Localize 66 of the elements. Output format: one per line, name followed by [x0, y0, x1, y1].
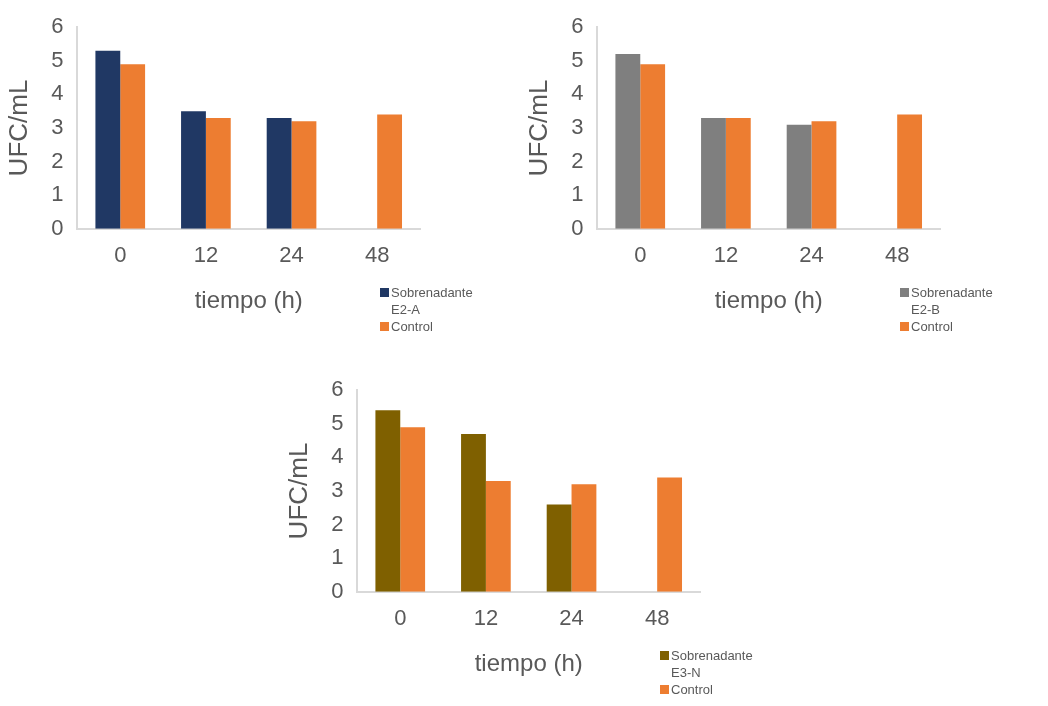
- y-axis-title: UFC/mL: [522, 79, 553, 177]
- legend-label: Sobrenadante E2-B: [911, 284, 994, 318]
- x-tick-label: 48: [644, 605, 670, 631]
- y-tick-label: 4: [331, 443, 344, 469]
- bar: [640, 64, 666, 229]
- bar: [657, 477, 683, 592]
- bar: [615, 54, 641, 229]
- bar: [375, 410, 401, 592]
- y-tick-label: 1: [571, 181, 584, 207]
- bar: [571, 484, 597, 592]
- y-tick-label: 3: [571, 114, 584, 140]
- y-axis-title: UFC/mL: [282, 442, 313, 540]
- y-tick-label: 0: [571, 214, 584, 240]
- bar: [95, 50, 121, 229]
- bar: [266, 117, 292, 229]
- y-tick-label: 5: [331, 409, 344, 435]
- bar: [701, 117, 726, 229]
- legend-label: Control: [911, 318, 954, 335]
- bar: [205, 117, 231, 229]
- bar: [725, 117, 751, 229]
- x-tick-label: 0: [394, 605, 407, 631]
- x-tick-label: 24: [799, 242, 824, 268]
- y-tick-label: 5: [51, 46, 64, 72]
- y-tick-label: 2: [51, 147, 64, 173]
- y-tick-label: 1: [331, 544, 344, 570]
- y-tick-label: 2: [331, 510, 344, 536]
- bar: [377, 114, 403, 229]
- legend-label: Control: [671, 681, 714, 698]
- legend-label: Sobrenadante E2-A: [391, 284, 474, 318]
- legend-label: Control: [391, 318, 434, 335]
- y-tick-label: 3: [331, 477, 344, 503]
- y-tick-label: 4: [51, 80, 64, 106]
- x-tick-label: 24: [559, 605, 584, 631]
- bar: [120, 64, 146, 229]
- y-tick-label: 3: [51, 114, 64, 140]
- y-tick-label: 1: [51, 181, 64, 207]
- bar: [897, 114, 923, 229]
- y-tick-label: 2: [571, 147, 584, 173]
- bar: [461, 433, 486, 592]
- x-tick-label: 0: [114, 242, 127, 268]
- legend-label: Sobrenadante E3-N: [671, 647, 754, 681]
- y-tick-label: 0: [51, 214, 64, 240]
- bar: [546, 504, 572, 592]
- bar: [291, 121, 317, 229]
- x-tick-label: 48: [364, 242, 390, 268]
- y-tick-label: 5: [571, 46, 584, 72]
- x-axis-title: tiempo (h): [714, 286, 823, 314]
- x-tick-label: 12: [193, 242, 219, 268]
- y-axis-title: UFC/mL: [2, 79, 33, 177]
- bar: [786, 124, 812, 229]
- x-tick-label: 12: [473, 605, 499, 631]
- bar: [811, 121, 837, 229]
- x-tick-label: 12: [713, 242, 739, 268]
- y-tick-label: 6: [571, 13, 584, 39]
- x-axis-title: tiempo (h): [474, 649, 583, 677]
- y-tick-label: 0: [331, 577, 344, 603]
- x-tick-label: 0: [634, 242, 647, 268]
- bar: [181, 111, 206, 229]
- y-tick-label: 6: [51, 13, 64, 39]
- y-tick-label: 6: [331, 376, 344, 402]
- y-tick-label: 4: [571, 80, 584, 106]
- x-tick-label: 48: [884, 242, 910, 268]
- x-tick-label: 24: [279, 242, 304, 268]
- bar: [485, 480, 511, 592]
- bar: [400, 427, 426, 592]
- x-axis-title: tiempo (h): [194, 286, 303, 314]
